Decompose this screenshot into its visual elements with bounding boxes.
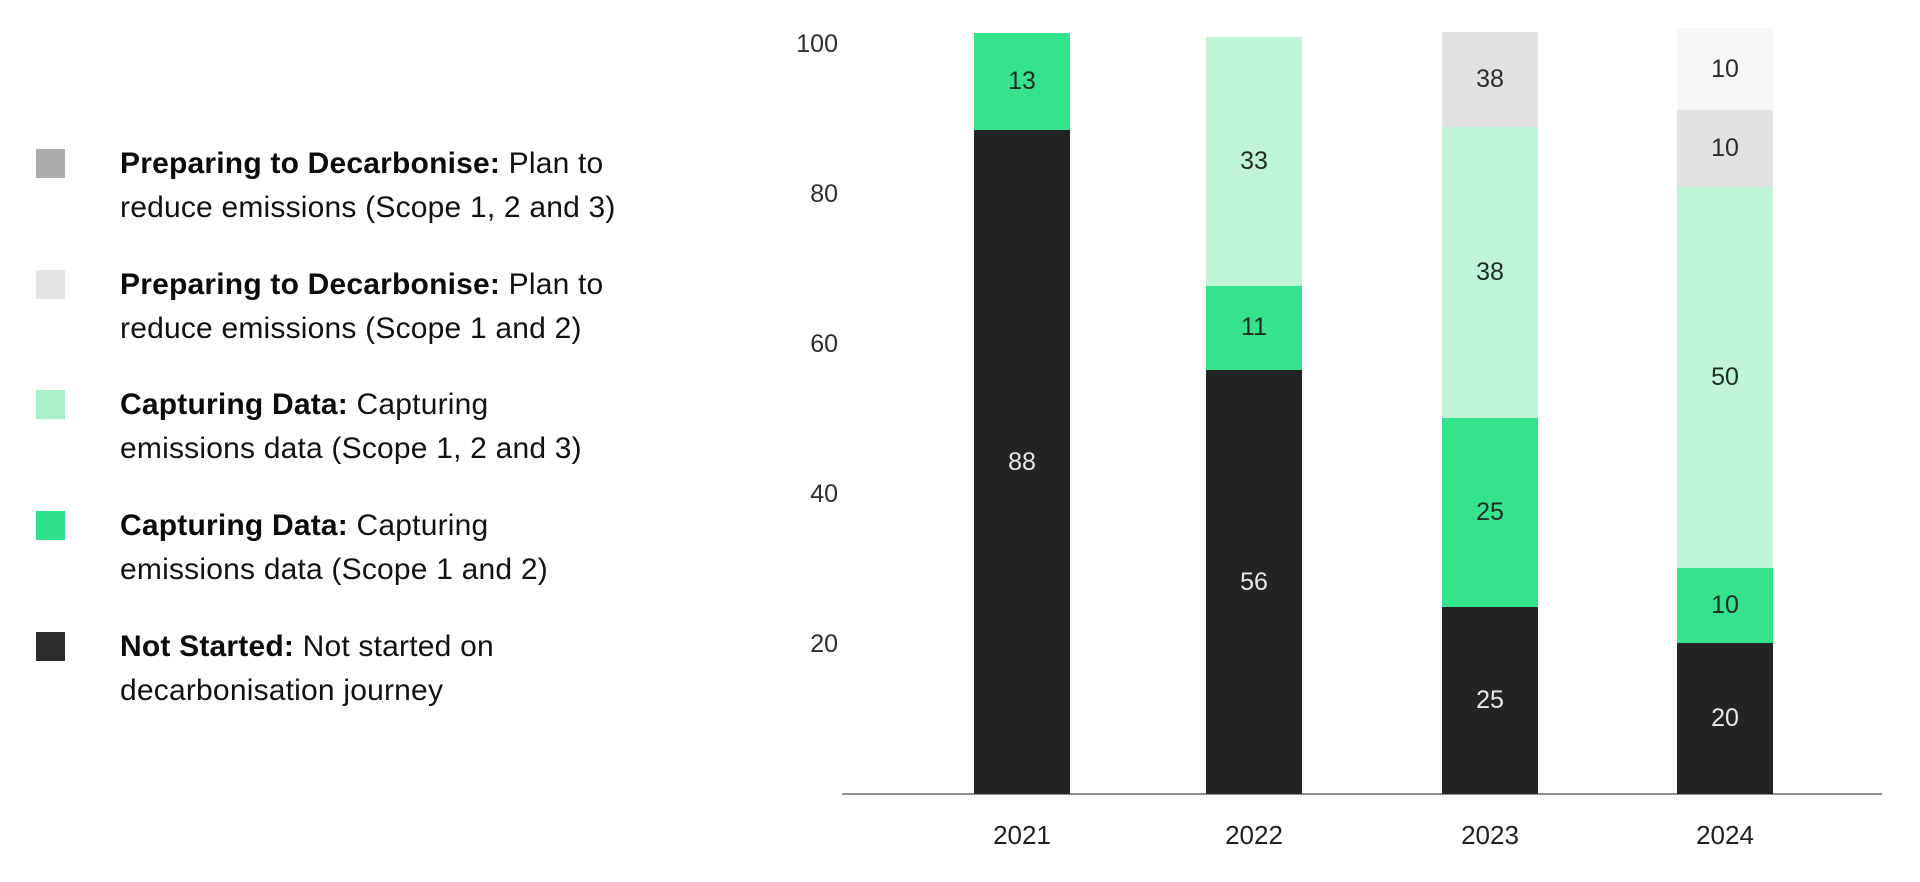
legend-swatch-preparing-scope123 (36, 149, 65, 178)
legend-label-line2: emissions data (Scope 1, 2 and 3) (120, 432, 582, 465)
bar-segment-2024-capturing-scope12: 10 (1677, 567, 1773, 643)
legend-label-rest: Plan to (500, 268, 604, 301)
legend-label-bold: Preparing to Decarbonise: (120, 147, 501, 180)
legend-label-rest: Not started on (294, 630, 494, 663)
bar-segment-label: 13 (1008, 67, 1036, 95)
legend-label-rest: Capturing (348, 509, 489, 542)
y-axis-tick-label: 60 (810, 330, 838, 358)
bar-segment-label: 38 (1476, 65, 1504, 94)
legend-label-line2: reduce emissions (Scope 1, 2 and 3) (120, 191, 616, 224)
y-axis-tick-label: 40 (810, 480, 838, 508)
legend-label-bold: Not Started: (120, 630, 295, 663)
legend-label-line2: emissions data (Scope 1 and 2) (120, 553, 548, 586)
legend-label-rest: Capturing (348, 388, 489, 421)
legend-swatch-capturing-scope12 (36, 511, 65, 540)
legend-label-bold: Capturing Data: (120, 388, 348, 421)
bar-segment-label: 10 (1711, 54, 1739, 83)
legend-swatch-preparing-scope12 (36, 270, 65, 299)
bar-segment-label: 25 (1476, 497, 1504, 526)
y-axis-tick-label: 80 (810, 180, 838, 208)
bar-segment-label: 20 (1711, 703, 1739, 732)
x-axis-label-2022: 2022 (1225, 820, 1283, 850)
bar-segment-2021-not-started: 88 (974, 130, 1070, 794)
bar-segment-label: 38 (1476, 257, 1504, 286)
y-axis-tick-label: 100 (796, 30, 838, 58)
bar-segment-label: 88 (1008, 447, 1036, 476)
bar-segment-2023-capturing-scope12: 25 (1442, 417, 1538, 607)
bar-segment-2024-preparing-scope123: 10 (1677, 28, 1773, 110)
bar-segment-label: 25 (1476, 685, 1504, 714)
bar-segment-2024-preparing-scope12: 10 (1677, 110, 1773, 188)
bar-segment-2023-preparing-scope12: 38 (1442, 32, 1538, 128)
legend-label-rest: Plan to (500, 147, 604, 180)
legend: Preparing to Decarbonise: Plan to reduce… (36, 0, 696, 882)
bar-segment-label: 11 (1241, 313, 1267, 342)
bar-segment-label: 56 (1240, 567, 1268, 596)
legend-label: Preparing to Decarbonise: Plan to reduce… (120, 142, 676, 230)
legend-label-bold: Capturing Data: (120, 509, 348, 542)
legend-label: Capturing Data: Capturing emissions data… (120, 383, 676, 471)
legend-label-line2: decarbonisation journey (120, 674, 444, 707)
x-axis-label-2024: 2024 (1696, 820, 1754, 850)
bar-segment-2024-capturing-scope123: 50 (1677, 187, 1773, 568)
bar-segment-2022-not-started: 56 (1206, 370, 1302, 794)
bar-segment-2022-capturing-scope123: 33 (1206, 36, 1302, 286)
bar-segment-label: 10 (1711, 134, 1739, 163)
legend-swatch-capturing-scope123 (36, 390, 65, 419)
x-axis-label-2021: 2021 (993, 820, 1051, 850)
bar-segment-2023-not-started: 25 (1442, 606, 1538, 794)
legend-label: Preparing to Decarbonise: Plan to reduce… (120, 263, 676, 351)
legend-swatch-not-started (36, 632, 65, 661)
bar-segment-2023-capturing-scope123: 38 (1442, 127, 1538, 418)
bar-segment-label: 10 (1711, 590, 1739, 619)
legend-label-line2: reduce emissions (Scope 1 and 2) (120, 312, 582, 345)
bar-segment-label: 50 (1711, 362, 1739, 391)
legend-label: Not Started: Not started on decarbonisat… (120, 625, 676, 713)
bar-segment-label: 33 (1240, 146, 1268, 175)
x-axis-line (842, 793, 1882, 795)
legend-label-bold: Preparing to Decarbonise: (120, 268, 501, 301)
y-axis-tick-label: 20 (810, 630, 838, 658)
legend-label: Capturing Data: Capturing emissions data… (120, 504, 676, 592)
bar-segment-2021-capturing-scope12: 13 (974, 32, 1070, 131)
bar-segment-2022-capturing-scope12: 11 (1206, 285, 1302, 371)
bar-segment-2024-not-started: 20 (1677, 642, 1773, 794)
x-axis-label-2023: 2023 (1461, 820, 1519, 850)
